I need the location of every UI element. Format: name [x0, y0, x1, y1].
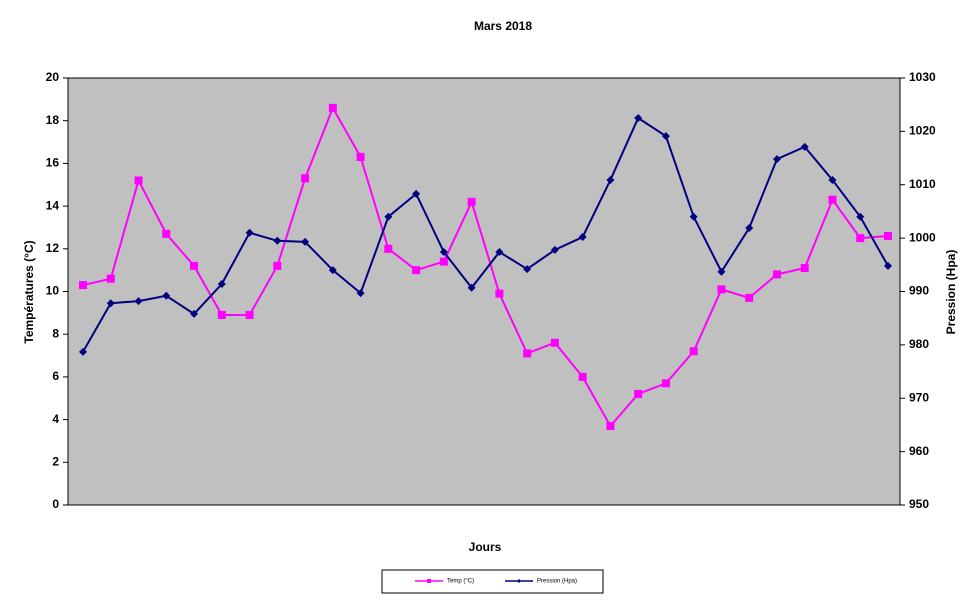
y2-tick-label: 990	[909, 284, 929, 298]
legend-marker	[517, 579, 521, 583]
point	[439, 248, 448, 257]
y-tick-label: 0	[52, 497, 59, 511]
point	[217, 280, 226, 289]
point	[800, 142, 809, 151]
y-tick-label: 4	[52, 412, 59, 426]
y-tick-label: 10	[46, 284, 60, 298]
point	[578, 233, 587, 242]
y2-tick-label: 980	[909, 337, 929, 351]
point	[412, 266, 421, 275]
y2-tick-label: 1020	[909, 124, 936, 138]
point	[661, 379, 670, 388]
point	[828, 175, 837, 184]
point	[495, 248, 504, 257]
point	[301, 237, 310, 246]
series-line	[82, 116, 889, 353]
y-tick-label: 8	[52, 326, 59, 340]
point	[772, 270, 781, 279]
point	[79, 347, 87, 356]
point	[884, 231, 892, 240]
y-tick-label: 6	[52, 369, 59, 383]
point	[273, 236, 282, 245]
point	[273, 261, 282, 270]
point	[384, 244, 393, 253]
point	[717, 267, 726, 276]
point	[106, 299, 115, 308]
point	[772, 155, 781, 164]
y2-tick-label: 1000	[909, 230, 936, 244]
point	[79, 281, 87, 290]
point	[412, 189, 421, 198]
y-tick-label: 12	[46, 241, 60, 255]
point	[495, 289, 504, 298]
point	[634, 389, 643, 398]
point	[134, 176, 143, 185]
y-tick-label: 18	[46, 113, 60, 127]
point	[245, 310, 254, 319]
point	[523, 349, 532, 358]
point	[356, 289, 365, 298]
point	[190, 261, 199, 270]
point	[467, 283, 476, 292]
x-axis-label: Jours	[469, 540, 502, 554]
legend-marker	[427, 579, 431, 583]
point	[689, 212, 698, 221]
point	[217, 310, 226, 319]
chart-title: Mars 2018	[474, 19, 532, 33]
point	[578, 372, 587, 381]
y2-tick-label: 960	[909, 444, 929, 458]
y2-tick-label: 1010	[909, 177, 936, 191]
point	[162, 229, 171, 238]
series-line	[82, 105, 889, 428]
y-tick-label: 14	[46, 198, 60, 212]
legend-label: Pression (Hpa)	[537, 579, 577, 585]
y2-tick-label: 970	[909, 390, 929, 404]
y2-tick-label: 1030	[909, 70, 936, 84]
point	[634, 114, 643, 123]
y2-axis-label: Pression (Hpa)	[944, 250, 958, 335]
point	[550, 245, 559, 254]
point	[301, 174, 310, 183]
point	[467, 197, 476, 206]
plot-area	[67, 77, 901, 506]
point	[384, 212, 393, 221]
point	[856, 212, 865, 221]
point	[134, 297, 143, 306]
point	[884, 261, 892, 270]
point	[689, 347, 698, 356]
legend-box	[381, 569, 604, 594]
y-tick-label: 20	[46, 70, 60, 84]
point	[550, 338, 559, 347]
point	[745, 293, 754, 302]
point	[106, 274, 115, 283]
point	[523, 265, 532, 274]
point	[190, 309, 199, 318]
point	[439, 257, 448, 266]
y2-tick-label: 950	[909, 497, 929, 511]
point	[661, 132, 670, 141]
point	[856, 234, 865, 243]
point	[245, 228, 254, 237]
point	[800, 264, 809, 273]
point	[606, 422, 615, 431]
point	[328, 266, 337, 275]
point	[606, 175, 615, 184]
point	[356, 152, 365, 161]
y-axis-label: Températures (°C)	[22, 240, 36, 343]
y-tick-label: 2	[52, 454, 59, 468]
legend-label: Temp (°C)	[447, 579, 474, 585]
point	[328, 103, 337, 112]
point	[162, 291, 171, 300]
point	[828, 195, 837, 204]
point	[717, 285, 726, 294]
y-tick-label: 16	[46, 156, 60, 170]
point	[745, 223, 754, 232]
